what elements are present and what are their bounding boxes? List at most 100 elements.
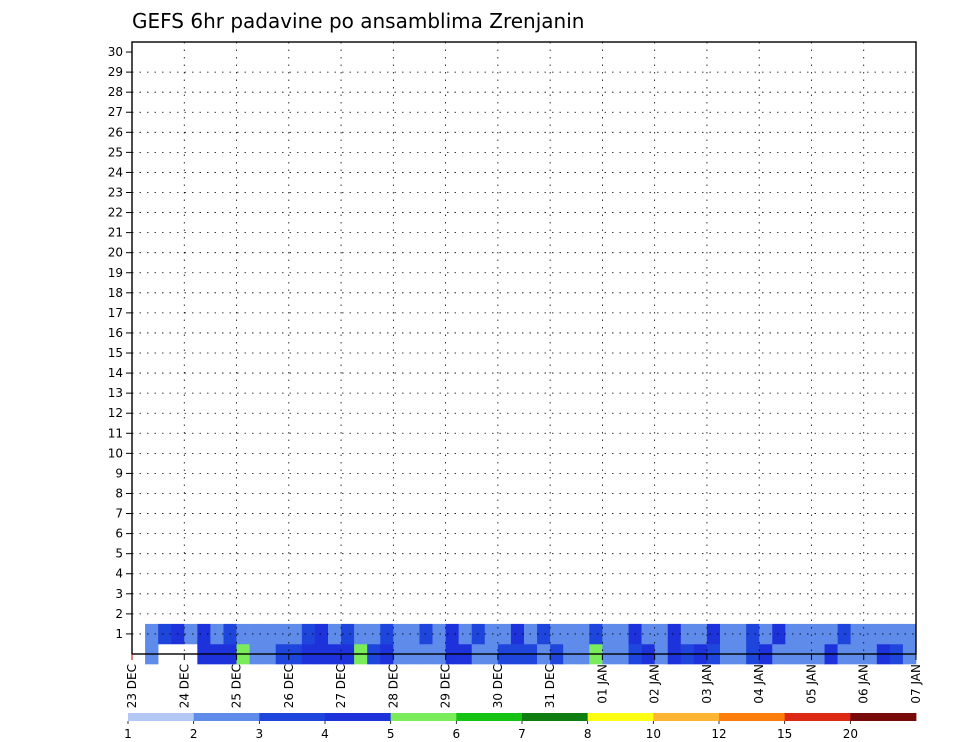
y-tick-label: 11 (108, 426, 123, 440)
precip-cell (759, 623, 773, 645)
precip-cell (432, 623, 446, 645)
precip-cell (746, 623, 760, 645)
precip-cell (863, 623, 878, 645)
x-tick-label: 26 DEC (282, 664, 296, 708)
precip-cell (537, 623, 551, 645)
precip-cell (341, 623, 355, 645)
y-tick-label: 12 (108, 406, 123, 420)
x-tick-label: 25 DEC (230, 664, 244, 708)
precip-cell (445, 623, 459, 645)
y-tick-label: 7 (115, 507, 123, 521)
x-tick-label: 05 JAN (804, 664, 818, 704)
precip-cell (184, 623, 198, 645)
precip-cell (563, 623, 577, 645)
precip-cell (693, 623, 708, 645)
colorbar-label: 1 (124, 727, 132, 741)
y-tick-label: 17 (108, 306, 123, 320)
y-tick-label: 15 (108, 346, 123, 360)
y-tick-label: 6 (115, 527, 123, 541)
y-tick-label: 13 (108, 386, 123, 400)
colorbar-label: 3 (256, 727, 264, 741)
colorbar-swatch (456, 713, 523, 721)
precip-cell (850, 623, 865, 645)
y-tick-label: 2 (115, 607, 123, 621)
y-tick-label: 18 (108, 286, 123, 300)
colorbar-swatch (719, 713, 786, 721)
precip-cell (798, 623, 812, 645)
precip-cell (380, 623, 394, 645)
x-tick-label: 02 JAN (648, 664, 662, 704)
precip-cell (484, 623, 499, 645)
precip-cell (158, 623, 172, 645)
x-tick-label: 04 JAN (752, 664, 766, 704)
x-tick-label: 30 DEC (491, 664, 505, 708)
precip-cell (811, 623, 825, 645)
colorbar: 1 2 3 4 5 6 7 8 10 12 15 20 (124, 713, 917, 741)
x-tick-label: 01 JAN (595, 664, 609, 704)
colorbar-label: 8 (584, 727, 592, 741)
grid-lines (132, 42, 916, 654)
precip-cell (772, 623, 786, 645)
precip-cell (406, 623, 420, 645)
x-tick-label: 24 DEC (177, 664, 191, 708)
precip-cell (367, 623, 381, 645)
precip-cell (667, 623, 682, 645)
y-tick-label: 4 (115, 567, 123, 581)
precip-cell (589, 623, 603, 645)
colorbar-label: 15 (777, 727, 792, 741)
precip-cell (902, 623, 917, 645)
x-tick-label: 23 DEC (125, 664, 139, 708)
x-tick-label: 29 DEC (439, 664, 453, 708)
precip-cell (602, 623, 616, 645)
precip-cell (210, 623, 224, 645)
colorbar-swatch (850, 713, 917, 721)
precip-cell (837, 623, 851, 645)
precip-cell (824, 623, 838, 645)
y-tick-label: 5 (115, 547, 123, 561)
y-tick-label: 19 (108, 266, 123, 280)
y-tick-label: 25 (108, 145, 123, 159)
precip-cell (510, 623, 525, 645)
plot-frame (131, 41, 917, 655)
precip-cell (301, 623, 316, 645)
y-tick-label: 30 (108, 45, 123, 59)
y-tick-label: 20 (108, 246, 123, 260)
colorbar-swatch (587, 713, 654, 721)
colorbar-label: 4 (321, 727, 329, 741)
colorbar-swatch (784, 713, 851, 721)
precip-cell (249, 623, 263, 645)
y-tick-label: 21 (108, 226, 123, 240)
x-tick-label: 27 DEC (334, 664, 348, 708)
precip-cells (145, 623, 917, 665)
y-tick-label: 3 (115, 587, 123, 601)
colorbar-swatch (653, 713, 720, 721)
colorbar-label: 6 (453, 727, 461, 741)
precip-cell (889, 623, 904, 645)
y-tick-label: 16 (108, 326, 123, 340)
precip-cell (262, 623, 277, 645)
colorbar-label: 12 (711, 727, 726, 741)
precip-cell (314, 623, 329, 645)
y-tick-label: 24 (108, 165, 123, 179)
colorbar-swatch (325, 713, 392, 721)
y-tick-label: 28 (108, 85, 123, 99)
y-tick-label: 26 (108, 125, 123, 139)
precip-cell (720, 623, 734, 645)
chart-title: GEFS 6hr padavine po ansamblima Zrenjani… (132, 9, 584, 33)
precip-cell (354, 623, 368, 645)
colorbar-swatch (390, 713, 457, 721)
precip-cell (550, 623, 564, 645)
y-tick-label: 23 (108, 185, 123, 199)
colorbar-swatch (193, 713, 260, 721)
y-tick-label: 14 (108, 366, 123, 380)
colorbar-swatch (259, 713, 326, 721)
x-tick-label: 03 JAN (700, 664, 714, 704)
y-tick-label: 27 (108, 105, 123, 119)
colorbar-swatch (128, 713, 195, 721)
x-axis-ticks: 23 DEC 24 DEC 25 DEC 26 DEC 27 DEC 28 DEC 29 D… (125, 654, 923, 708)
precip-cell (458, 623, 473, 645)
colorbar-label: 10 (646, 727, 661, 741)
precip-cell (288, 623, 303, 645)
precip-cell (706, 623, 721, 645)
